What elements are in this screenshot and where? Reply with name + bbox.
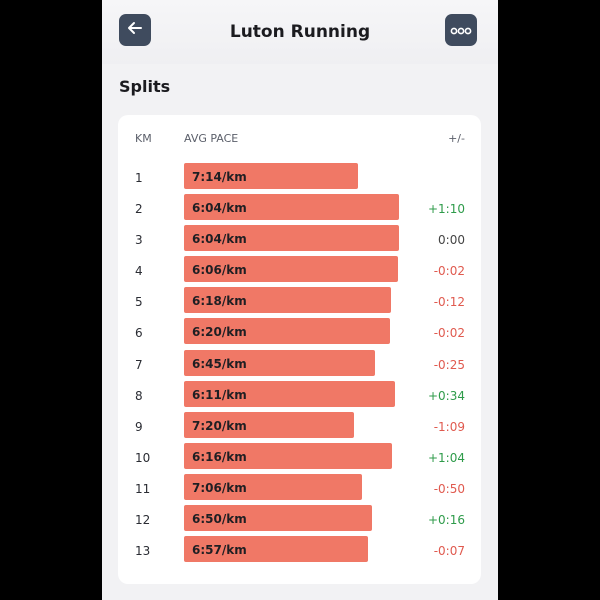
- pace-bar: [184, 505, 372, 532]
- split-km: 10: [135, 450, 151, 465]
- split-row: 13 6:57/km -0:07: [118, 535, 481, 566]
- split-row: 3 6:04/km 0:00: [118, 224, 481, 255]
- phone-screen: Luton Running Splits KM AVG PACE +/- 1 7:…: [102, 0, 498, 600]
- split-diff: -1:09: [433, 419, 465, 434]
- split-km: 4: [135, 264, 143, 279]
- split-pace: 6:16/km: [192, 449, 247, 464]
- split-pace: 6:04/km: [192, 201, 247, 216]
- split-pace: 7:06/km: [192, 480, 247, 495]
- split-row: 4 6:06/km -0:02: [118, 255, 481, 286]
- pace-bar: [184, 442, 392, 469]
- split-row: 8 6:11/km +0:34: [118, 380, 481, 411]
- pace-bar: [184, 163, 358, 189]
- split-pace: 7:14/km: [192, 170, 247, 184]
- pace-bar: [184, 225, 399, 252]
- split-km: 3: [135, 233, 143, 248]
- split-km: 13: [135, 544, 151, 559]
- split-km: 5: [135, 295, 143, 310]
- split-pace: 6:45/km: [192, 356, 247, 371]
- split-diff: +0:34: [427, 388, 465, 403]
- page-title: Luton Running: [229, 22, 371, 42]
- pace-bar: [184, 536, 368, 563]
- splits-card: KM AVG PACE +/- 1 7:14/km 2 6:04/km +1:10 3 6:…: [118, 115, 481, 584]
- back-button[interactable]: [119, 14, 151, 46]
- split-diff: -0:25: [433, 357, 465, 372]
- split-pace: 6:11/km: [192, 387, 247, 402]
- split-pace: 6:06/km: [192, 263, 247, 278]
- more-options-button[interactable]: [445, 14, 477, 46]
- split-km: 12: [135, 513, 151, 528]
- split-row: 5 6:18/km -0:12: [118, 286, 481, 317]
- split-km: 7: [135, 357, 143, 372]
- split-diff: +1:04: [427, 450, 465, 465]
- split-row: 9 7:20/km -1:09: [118, 411, 481, 442]
- split-diff: -0:50: [433, 481, 465, 496]
- split-row: 1 7:14/km: [118, 162, 481, 193]
- top-bar: Luton Running: [102, 0, 498, 64]
- split-diff: +0:16: [427, 513, 465, 528]
- split-pace: 6:50/km: [192, 512, 247, 527]
- pace-bar: [184, 194, 399, 221]
- km-column-header: KM: [135, 132, 152, 145]
- diff-column-header: +/-: [448, 132, 465, 145]
- pace-column-header: AVG PACE: [184, 132, 239, 145]
- split-km: 8: [135, 388, 143, 403]
- split-pace: 6:57/km: [192, 543, 247, 558]
- split-km: 2: [135, 202, 143, 217]
- split-row: 11 7:06/km -0:50: [118, 473, 481, 504]
- split-pace: 6:18/km: [192, 294, 247, 309]
- split-row: 6 6:20/km -0:02: [118, 317, 481, 348]
- pace-bar: [184, 411, 354, 438]
- pace-bar: [184, 256, 398, 283]
- splits-list: 1 7:14/km 2 6:04/km +1:10 3 6:04/km 0:00 4 6:06/k…: [118, 162, 481, 566]
- split-diff: 0:00: [438, 233, 465, 248]
- more-options-icon: [450, 21, 472, 40]
- split-pace: 7:20/km: [192, 418, 247, 433]
- split-pace: 6:04/km: [192, 232, 247, 247]
- pace-bar: [184, 287, 391, 314]
- split-pace: 6:20/km: [192, 325, 247, 340]
- split-km: 1: [135, 171, 143, 185]
- pace-bar: [184, 318, 390, 345]
- split-row: 10 6:16/km +1:04: [118, 442, 481, 473]
- split-km: 6: [135, 326, 143, 341]
- split-diff: -0:07: [433, 544, 465, 559]
- split-row: 12 6:50/km +0:16: [118, 504, 481, 535]
- pace-bar: [184, 380, 395, 407]
- split-diff: -0:12: [433, 295, 465, 310]
- arrow-left-icon: [125, 18, 145, 42]
- split-row: 7 6:45/km -0:25: [118, 349, 481, 380]
- split-diff: -0:02: [433, 326, 465, 341]
- split-row: 2 6:04/km +1:10: [118, 193, 481, 224]
- section-title: Splits: [119, 77, 171, 96]
- pace-bar: [184, 473, 363, 500]
- pace-bar: [184, 349, 375, 376]
- split-km: 9: [135, 419, 143, 434]
- split-diff: -0:02: [433, 264, 465, 279]
- split-km: 11: [135, 481, 151, 496]
- split-diff: +1:10: [427, 202, 465, 217]
